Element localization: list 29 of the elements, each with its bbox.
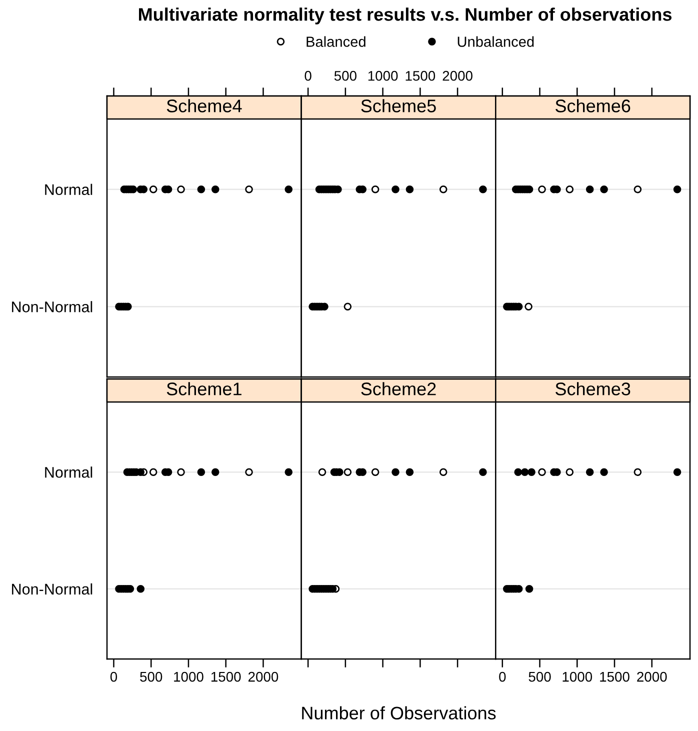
y-tick-label: Normal	[45, 184, 92, 196]
x-tick-label: 0	[304, 70, 312, 81]
chart-title: Scheme5	[361, 99, 436, 112]
x-tick-label: 1000	[368, 70, 398, 81]
x-tick-label: 2000	[442, 70, 472, 81]
x-tick-label: 1000	[174, 672, 204, 682]
x-tick-label: 500	[334, 70, 356, 81]
y-tick-label: Normal	[45, 466, 92, 478]
legend-label: Balanced	[306, 36, 366, 47]
y-tick-label: Non-Normal	[12, 301, 92, 312]
x-tick-label: 500	[140, 672, 162, 682]
x-tick-label: 2000	[637, 672, 667, 682]
x-tick-label: 500	[528, 672, 551, 682]
x-tick-label: 0	[499, 672, 506, 682]
x-tick-label: 1500	[600, 672, 630, 682]
y-tick-label: Non-Normal	[12, 583, 92, 595]
x-tick-label: 2000	[248, 672, 278, 682]
x-tick-label: 1500	[406, 70, 436, 81]
legend-label: Unbalanced	[458, 36, 534, 47]
x-tick-label: 1500	[211, 672, 241, 682]
chart-title: Scheme2	[361, 382, 436, 396]
chart-title: Scheme6	[556, 99, 630, 112]
x-tick-label: 0	[110, 672, 118, 682]
chart-title: Scheme3	[556, 382, 630, 396]
x-tick-label: 1000	[562, 672, 592, 682]
text: Multivariate normality test results v.s. Number of observations	[138, 8, 672, 24]
chart-title: Scheme1	[166, 382, 242, 396]
x-axis-title: Number of Observations	[302, 706, 496, 720]
chart-title: Scheme4	[166, 99, 242, 112]
